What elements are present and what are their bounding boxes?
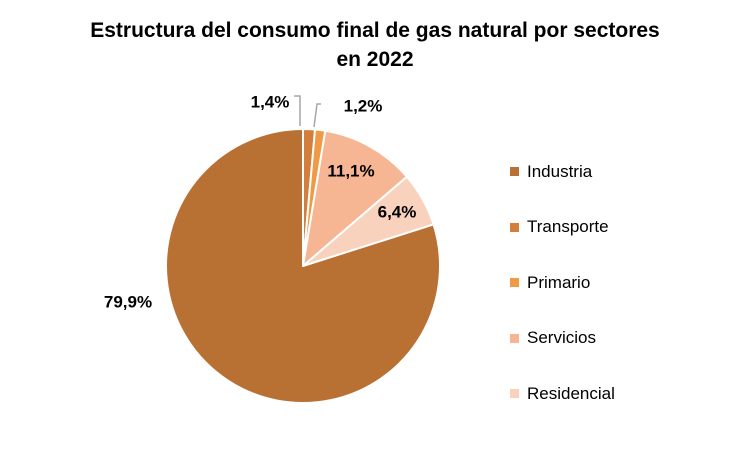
legend-item-industria: Industria bbox=[510, 144, 730, 200]
pie-slices bbox=[165, 128, 441, 404]
data-label-servicios: 11,1% bbox=[327, 161, 374, 180]
data-label-industria: 79,9% bbox=[104, 292, 152, 311]
legend-label-transporte: Transporte bbox=[527, 217, 609, 237]
data-label-residencial: 6,4% bbox=[378, 202, 417, 221]
pie-slice-industria bbox=[165, 128, 441, 404]
data-label-primario: 1,2% bbox=[344, 96, 383, 115]
legend-item-residencial: Residencial bbox=[510, 366, 730, 422]
legend-label-industria: Industria bbox=[527, 161, 593, 181]
leader-lines bbox=[294, 95, 321, 128]
legend-item-servicios: Servicios bbox=[510, 311, 730, 367]
legend-label-servicios: Servicios bbox=[527, 328, 596, 348]
chart-title: Estructura del consumo final de gas natu… bbox=[0, 16, 750, 74]
legend-label-primario: Primario bbox=[527, 272, 591, 292]
legend-label-residencial: Residencial bbox=[527, 383, 615, 403]
legend-swatch-servicios bbox=[510, 333, 519, 343]
chart-title-line-2: en 2022 bbox=[336, 48, 414, 71]
legend: Industria Transporte Primario Servicios … bbox=[510, 144, 730, 422]
legend-swatch-transporte bbox=[510, 222, 519, 232]
data-label-transporte: 1,4% bbox=[251, 92, 290, 111]
data-labels: 79,9% 1,4% 1,2% 11,1% 6,4% bbox=[104, 92, 416, 311]
legend-swatch-industria bbox=[510, 167, 519, 177]
chart-title-line-1: Estructura del consumo final de gas natu… bbox=[90, 19, 660, 42]
legend-item-primario: Primario bbox=[510, 255, 730, 311]
legend-swatch-primario bbox=[510, 278, 519, 288]
leader-line-primario bbox=[313, 103, 321, 128]
legend-item-transporte: Transporte bbox=[510, 200, 730, 256]
pie-slice-servicios bbox=[302, 129, 408, 267]
legend-swatch-residencial bbox=[510, 389, 519, 399]
leader-line-transporte bbox=[294, 95, 301, 126]
